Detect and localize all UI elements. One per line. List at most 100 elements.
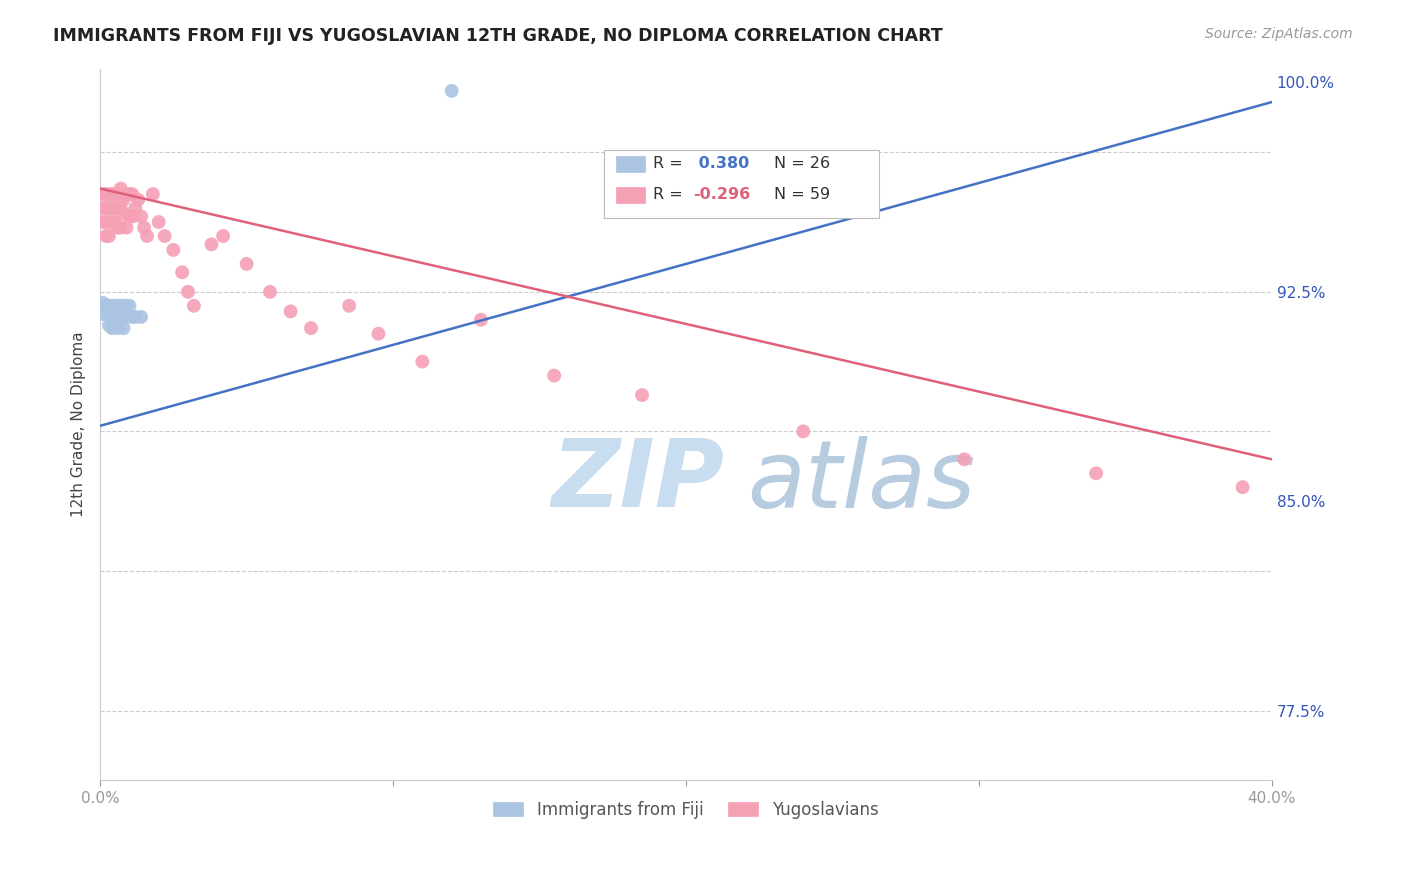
Point [148,215,170,229]
Point [112,299,135,313]
Point [142,187,165,202]
Point [792,425,814,439]
Point [107,220,129,235]
Point [470,312,492,326]
Point [212,229,235,244]
Point [112,310,135,324]
Point [104,201,127,215]
Point [1085,467,1108,481]
Text: -0.296: -0.296 [693,187,751,202]
Point [94,299,117,313]
Point [107,321,129,335]
Text: R =: R = [654,156,688,170]
Point [177,285,200,299]
Point [440,84,463,98]
Point [132,220,155,235]
FancyBboxPatch shape [616,156,645,172]
Point [121,187,143,202]
Point [104,215,127,229]
Point [112,207,135,221]
Point [200,237,222,252]
Point [94,215,117,229]
Point [104,187,127,202]
Point [543,368,565,383]
Text: atlas: atlas [747,436,976,527]
Point [101,201,124,215]
Point [124,310,146,324]
Point [110,220,132,235]
Point [101,187,124,202]
Point [107,187,129,202]
Text: N = 26: N = 26 [773,156,830,170]
Point [280,304,302,318]
Text: Source: ZipAtlas.com: Source: ZipAtlas.com [1205,27,1353,41]
Point [112,193,135,207]
Point [107,201,129,215]
Point [299,321,322,335]
Point [94,187,117,202]
Point [115,310,138,324]
Point [127,193,149,207]
Point [953,452,976,467]
Text: ZIP: ZIP [551,435,724,527]
Point [411,354,433,368]
Point [110,312,132,326]
Point [112,321,135,335]
Point [183,299,205,313]
Point [162,243,184,257]
Point [172,265,194,279]
Point [101,310,124,324]
Point [97,307,120,321]
Point [1232,480,1254,494]
Text: 0.380: 0.380 [693,156,749,170]
Point [121,310,143,324]
FancyBboxPatch shape [616,187,645,203]
Point [97,187,120,202]
Text: N = 59: N = 59 [773,187,830,202]
Point [101,321,124,335]
Point [97,229,120,244]
Point [153,229,176,244]
Text: R =: R = [654,187,688,202]
Point [101,299,124,313]
Point [101,215,124,229]
Point [115,220,138,235]
Point [91,296,114,310]
Point [91,307,114,321]
Point [337,299,360,313]
Legend: Immigrants from Fiji, Yugoslavians: Immigrants from Fiji, Yugoslavians [486,794,886,825]
Point [91,187,114,202]
Point [104,299,127,313]
Point [631,388,654,402]
Point [259,285,281,299]
Text: IMMIGRANTS FROM FIJI VS YUGOSLAVIAN 12TH GRADE, NO DIPLOMA CORRELATION CHART: IMMIGRANTS FROM FIJI VS YUGOSLAVIAN 12TH… [53,27,943,45]
Point [91,201,114,215]
Point [94,229,117,244]
Point [97,318,120,333]
Point [110,201,132,215]
Point [367,326,389,341]
Point [121,210,143,224]
Point [118,187,141,202]
Point [104,310,127,324]
Y-axis label: 12th Grade, No Diploma: 12th Grade, No Diploma [72,332,86,517]
Point [235,257,257,271]
Point [97,215,120,229]
FancyBboxPatch shape [605,151,879,218]
Point [97,201,120,215]
Point [107,299,129,313]
Point [124,201,146,215]
Point [97,299,120,313]
Point [107,310,129,324]
Point [136,229,159,244]
Point [91,215,114,229]
Point [115,187,138,202]
Point [110,181,132,195]
Point [129,210,152,224]
Point [118,299,141,313]
Point [129,310,152,324]
Point [94,201,117,215]
Point [110,299,132,313]
Point [118,210,141,224]
Point [115,299,138,313]
